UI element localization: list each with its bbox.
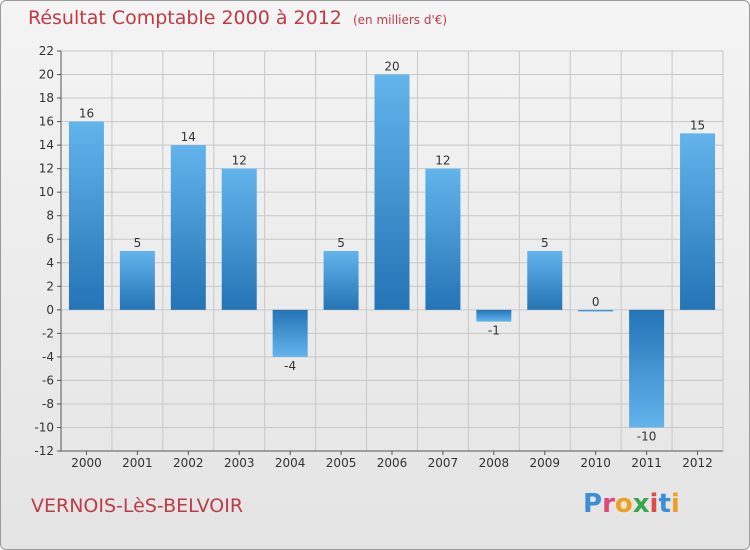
x-tick-label: 2012 [682,456,713,470]
value-label-2008: -1 [488,324,500,338]
chart-title: Résultat Comptable 2000 à 2012 [28,7,342,29]
x-tick-label: 2010 [580,456,611,470]
value-label-2009: 5 [541,236,549,250]
brand-letter: t [658,489,671,519]
value-label-2007: 12 [435,154,450,168]
y-tick-label: 14 [39,138,54,152]
x-tick-label: 2000 [71,456,102,470]
town-name: VERNOIS-LèS-BELVOIR [31,495,244,517]
x-tick-label: 2008 [479,456,510,470]
value-label-2004: -4 [284,359,296,373]
value-label-2011: -10 [637,429,657,443]
bar-2011 [629,309,665,428]
y-tick-label: 20 [39,68,54,82]
y-tick-label: 4 [46,256,54,270]
y-tick-label: 6 [46,232,54,246]
brand-letter: i [670,489,680,519]
bar-2004 [272,309,308,357]
y-tick-label: -10 [34,420,54,434]
y-tick-label: 10 [39,185,54,199]
brand-letter: i [649,489,659,519]
y-tick-label: -8 [42,397,54,411]
y-tick-label: 16 [39,115,54,129]
x-tick-label: 2002 [173,456,204,470]
value-label-2002: 14 [181,130,196,144]
bar-2010 [578,309,614,312]
brand-letter: r [602,489,615,519]
y-tick-label: 18 [39,91,54,105]
bar-2005 [323,251,359,310]
value-label-2005: 5 [337,236,345,250]
bar-2003 [221,168,257,310]
x-tick-label: 2011 [631,456,662,470]
bar-2009 [527,251,563,310]
x-tick-label: 2001 [122,456,153,470]
bar-2002 [170,145,206,310]
y-tick-label: -4 [42,350,54,364]
title-row: Résultat Comptable 2000 à 2012 (en milli… [28,7,447,29]
bar-2001 [119,251,155,310]
y-tick-label: 2 [46,279,54,293]
bar-2006 [374,74,410,310]
value-label-2006: 20 [384,60,399,74]
value-label-2000: 16 [79,107,94,121]
x-tick-label: 2004 [275,456,306,470]
y-tick-label: 8 [46,209,54,223]
bar-2007 [425,168,461,310]
x-tick-label: 2009 [529,456,560,470]
bars [68,74,716,428]
brand-logo: Proxiti [583,489,680,519]
brand-letter: o [614,489,633,519]
y-tick-label: -12 [34,444,54,458]
bar-2012 [680,133,716,310]
y-tick-label: -6 [42,373,54,387]
brand-letter: P [583,489,603,519]
bar-2008 [476,309,512,322]
value-label-2001: 5 [134,236,142,250]
value-label-2010: 0 [592,295,600,309]
y-tick-label: 22 [39,44,54,58]
y-tick-label: 12 [39,162,54,176]
x-tick-label: 2003 [224,456,255,470]
axes [57,50,723,455]
chart-subtitle: (en milliers d'€) [352,13,448,27]
x-tick-label: 2006 [377,456,408,470]
brand-letter: x [632,489,650,519]
labels: 2220181614121086420-2-4-6-8-10-121620005… [34,44,712,470]
bar-2000 [68,121,104,310]
value-label-2003: 12 [232,154,247,168]
y-tick-label: 0 [46,303,54,317]
y-tick-label: -2 [42,326,54,340]
x-tick-label: 2005 [326,456,357,470]
x-tick-label: 2007 [428,456,459,470]
value-label-2012: 15 [690,118,705,132]
